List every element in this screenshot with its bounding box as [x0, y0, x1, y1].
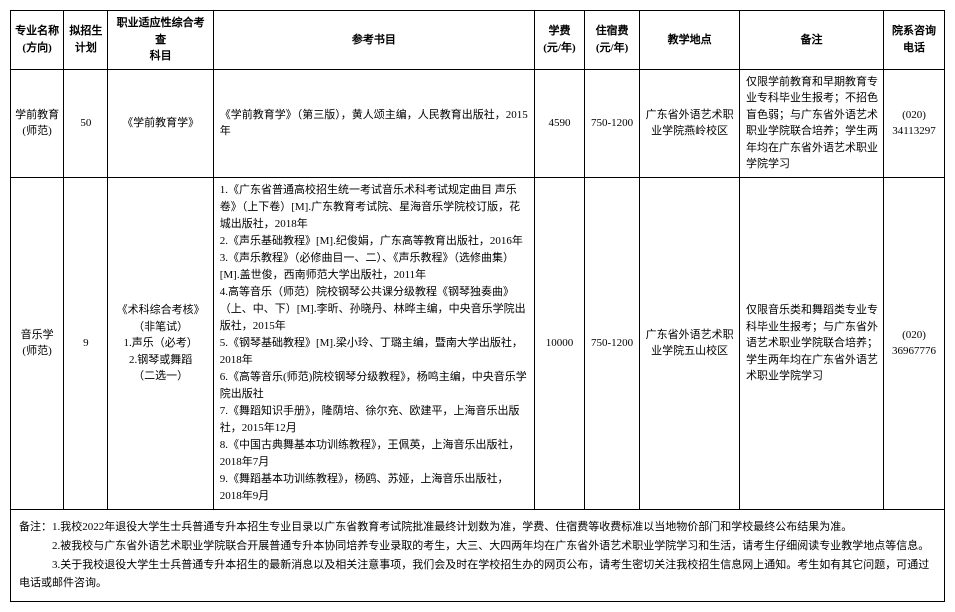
header-remark: 备注	[739, 11, 883, 70]
header-plan: 拟招生计划	[64, 11, 108, 70]
cell-tuition: 4590	[535, 69, 585, 177]
cell-major: 学前教育(师范)	[11, 69, 64, 177]
cell-subject: 《学前教育学》	[108, 69, 213, 177]
notes-row: 备注：1.我校2022年退役大学生士兵普通专升本招生专业目录以广东省教育考试院批…	[11, 510, 945, 602]
table-row: 音乐学(师范) 9 《术科综合考核》（非笔试）1.声乐（必考）2.钢琴或舞蹈（二…	[11, 177, 945, 510]
notes-cell: 备注：1.我校2022年退役大学生士兵普通专升本招生专业目录以广东省教育考试院批…	[11, 510, 945, 602]
header-location: 教学地点	[640, 11, 740, 70]
cell-tuition: 10000	[535, 177, 585, 510]
cell-plan: 9	[64, 177, 108, 510]
cell-subject: 《术科综合考核》（非笔试）1.声乐（必考）2.钢琴或舞蹈（二选一）	[108, 177, 213, 510]
header-row: 专业名称(方向) 拟招生计划 职业适应性综合考查科目 参考书目 学费(元/年) …	[11, 11, 945, 70]
header-dorm: 住宿费(元/年)	[584, 11, 639, 70]
header-tuition: 学费(元/年)	[535, 11, 585, 70]
cell-remark: 仅限音乐类和舞蹈类专业专科毕业生报考；与广东省外语艺术职业学院联合培养；学生两年…	[739, 177, 883, 510]
cell-major: 音乐学(师范)	[11, 177, 64, 510]
header-subject: 职业适应性综合考查科目	[108, 11, 213, 70]
cell-phone: (020)34113297	[884, 69, 945, 177]
table-row: 学前教育(师范) 50 《学前教育学》 《学前教育学》（第三版），黄人颂主编，人…	[11, 69, 945, 177]
cell-plan: 50	[64, 69, 108, 177]
enrollment-table: 专业名称(方向) 拟招生计划 职业适应性综合考查科目 参考书目 学费(元/年) …	[10, 10, 945, 602]
cell-dorm: 750-1200	[584, 69, 639, 177]
header-major: 专业名称(方向)	[11, 11, 64, 70]
cell-books: 《学前教育学》（第三版），黄人颂主编，人民教育出版社，2015年	[213, 69, 534, 177]
cell-location: 广东省外语艺术职业学院燕岭校区	[640, 69, 740, 177]
cell-dorm: 750-1200	[584, 177, 639, 510]
cell-location: 广东省外语艺术职业学院五山校区	[640, 177, 740, 510]
cell-phone: (020)36967776	[884, 177, 945, 510]
cell-remark: 仅限学前教育和早期教育专业专科毕业生报考；不招色盲色弱；与广东省外语艺术职业学院…	[739, 69, 883, 177]
header-phone: 院系咨询电话	[884, 11, 945, 70]
cell-books: 1.《广东省普通高校招生统一考试音乐术科考试规定曲目 声乐卷》（上下卷）[M].…	[213, 177, 534, 510]
header-books: 参考书目	[213, 11, 534, 70]
